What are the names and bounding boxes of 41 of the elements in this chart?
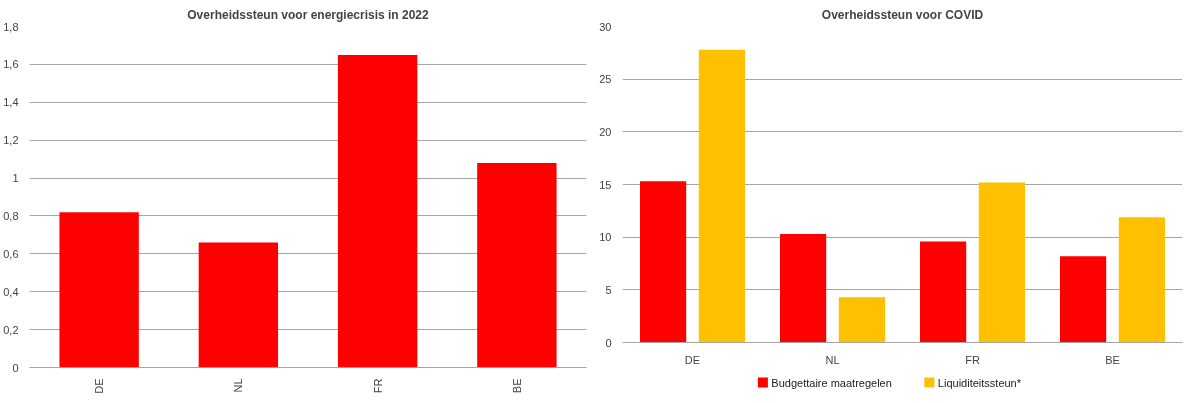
bar bbox=[698, 49, 745, 343]
bar bbox=[337, 54, 418, 368]
bar bbox=[1060, 256, 1107, 343]
y-tick-label: 20 bbox=[599, 125, 612, 138]
y-tick-label: 5 bbox=[605, 283, 612, 296]
bar bbox=[978, 182, 1025, 343]
y-tick-label: 0,8 bbox=[3, 209, 19, 222]
x-tick-label: BE bbox=[510, 378, 523, 394]
x-tick-label: DE bbox=[684, 353, 701, 366]
x-tick-label: FR bbox=[371, 378, 384, 394]
bar bbox=[838, 297, 885, 343]
bar bbox=[780, 234, 827, 343]
bar bbox=[920, 241, 967, 343]
y-tick-label: 0,6 bbox=[3, 247, 19, 260]
bar bbox=[477, 162, 557, 368]
x-tick-label: DE bbox=[93, 378, 106, 394]
x-tick-label: BE bbox=[1105, 353, 1120, 366]
x-tick-label: NL bbox=[232, 378, 245, 393]
bar bbox=[640, 181, 687, 343]
y-tick-label: 1,6 bbox=[3, 58, 19, 71]
x-tick-label: FR bbox=[965, 353, 980, 366]
y-tick-label: 1,8 bbox=[3, 20, 19, 33]
legend-label: Budgettaire maatregelen bbox=[771, 376, 892, 389]
y-tick-label: 1 bbox=[12, 172, 19, 185]
y-tick-label: 0,2 bbox=[3, 323, 19, 336]
bar bbox=[1118, 217, 1165, 343]
bar bbox=[198, 242, 279, 368]
y-tick-label: 10 bbox=[599, 231, 612, 244]
y-tick-label: 30 bbox=[599, 20, 612, 33]
chart-title: Overheidssteun voor COVID bbox=[821, 7, 984, 22]
y-tick-label: 15 bbox=[599, 178, 612, 191]
x-tick-label: NL bbox=[825, 353, 840, 366]
legend-label: Liquiditeitssteun* bbox=[937, 376, 1022, 389]
bar bbox=[59, 212, 139, 368]
y-tick-label: 0 bbox=[12, 361, 19, 374]
y-tick-label: 0,4 bbox=[3, 285, 19, 298]
y-tick-label: 0 bbox=[605, 336, 612, 349]
y-tick-label: 1,4 bbox=[3, 96, 19, 109]
y-tick-label: 1,2 bbox=[3, 134, 19, 147]
chart-title: Overheidssteun voor energiecrisis in 2022 bbox=[187, 7, 430, 22]
y-tick-label: 25 bbox=[599, 73, 612, 86]
